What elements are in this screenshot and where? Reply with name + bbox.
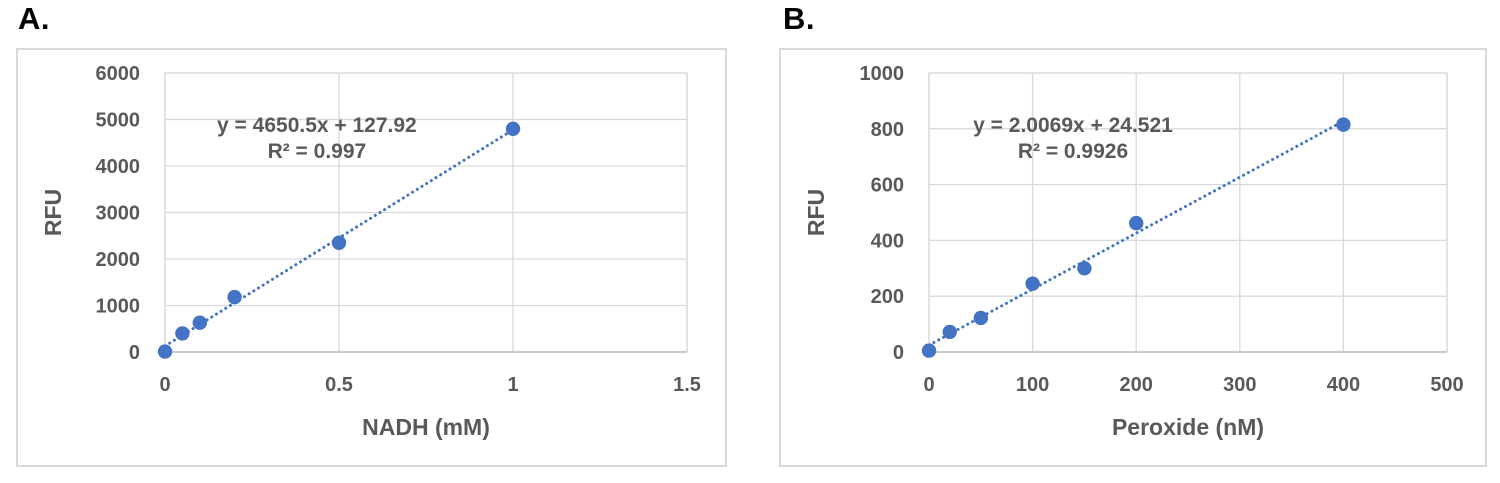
y-axis-title: RFU: [40, 189, 66, 236]
x-tick-label: 100: [1016, 374, 1049, 396]
chart-b-container: y = 2.0069x + 24.521 R² = 0.9926 0 200 400 60…: [779, 48, 1487, 467]
y-tick-label: 4000: [96, 156, 141, 178]
y-tick-label: 0: [129, 342, 140, 364]
y-tick-label: 2000: [96, 249, 141, 271]
data-point: [331, 235, 347, 250]
data-point: [227, 289, 242, 305]
x-axis-title: NADH (mM): [362, 414, 490, 440]
equation-text: y = 2.0069x + 24.521: [973, 114, 1173, 137]
x-tick-label: 1: [507, 374, 518, 396]
y-tick-label: 400: [871, 230, 904, 252]
data-point: [175, 326, 190, 341]
x-axis-title: Peroxide (nM): [1112, 414, 1264, 440]
data-point: [505, 121, 521, 136]
y-tick-label: 200: [871, 286, 904, 308]
data-point: [921, 343, 937, 358]
y-tick-label: 1000: [96, 296, 141, 318]
chart-a-container: y = 4650.5x + 127.92 R² = 0.997 0 1000 2000 3…: [16, 48, 727, 467]
nadh-calibration-chart: y = 4650.5x + 127.92 R² = 0.997 0 1000 2000 3…: [40, 63, 701, 440]
r-squared-text: R² = 0.997: [268, 140, 367, 163]
data-point: [1025, 276, 1040, 291]
y-tick-label: 3000: [96, 203, 141, 225]
panel-a-label: A.: [18, 1, 50, 36]
data-point: [1336, 117, 1351, 132]
x-tick-label: 300: [1223, 374, 1256, 396]
y-tick-label: 5000: [96, 110, 141, 132]
data-point: [973, 310, 988, 326]
x-tick-label: 0.5: [325, 374, 353, 396]
data-point: [192, 315, 207, 330]
data-point: [1077, 261, 1092, 276]
data-point: [157, 344, 173, 359]
y-tick-label: 1000: [860, 63, 905, 85]
y-tick-label: 600: [871, 175, 904, 197]
y-tick-label: 6000: [96, 63, 141, 85]
x-tick-label: 1.5: [673, 374, 701, 396]
data-point: [1129, 215, 1144, 231]
y-tick-label: 800: [871, 119, 904, 141]
panel-b-label: B.: [783, 1, 815, 36]
y-tick-label: 0: [893, 342, 904, 364]
x-tick-label: 500: [1430, 374, 1463, 396]
x-tick-label: 0: [159, 374, 170, 396]
r-squared-text: R² = 0.9926: [1018, 140, 1128, 163]
equation-text: y = 4650.5x + 127.92: [217, 114, 417, 137]
peroxide-calibration-chart: y = 2.0069x + 24.521 R² = 0.9926 0 200 400 60…: [803, 63, 1464, 440]
trendline: [927, 119, 1345, 347]
x-tick-label: 200: [1120, 374, 1153, 396]
x-tick-label: 400: [1327, 374, 1360, 396]
y-axis-title: RFU: [803, 189, 829, 236]
data-point: [942, 324, 957, 340]
x-tick-label: 0: [923, 374, 934, 396]
